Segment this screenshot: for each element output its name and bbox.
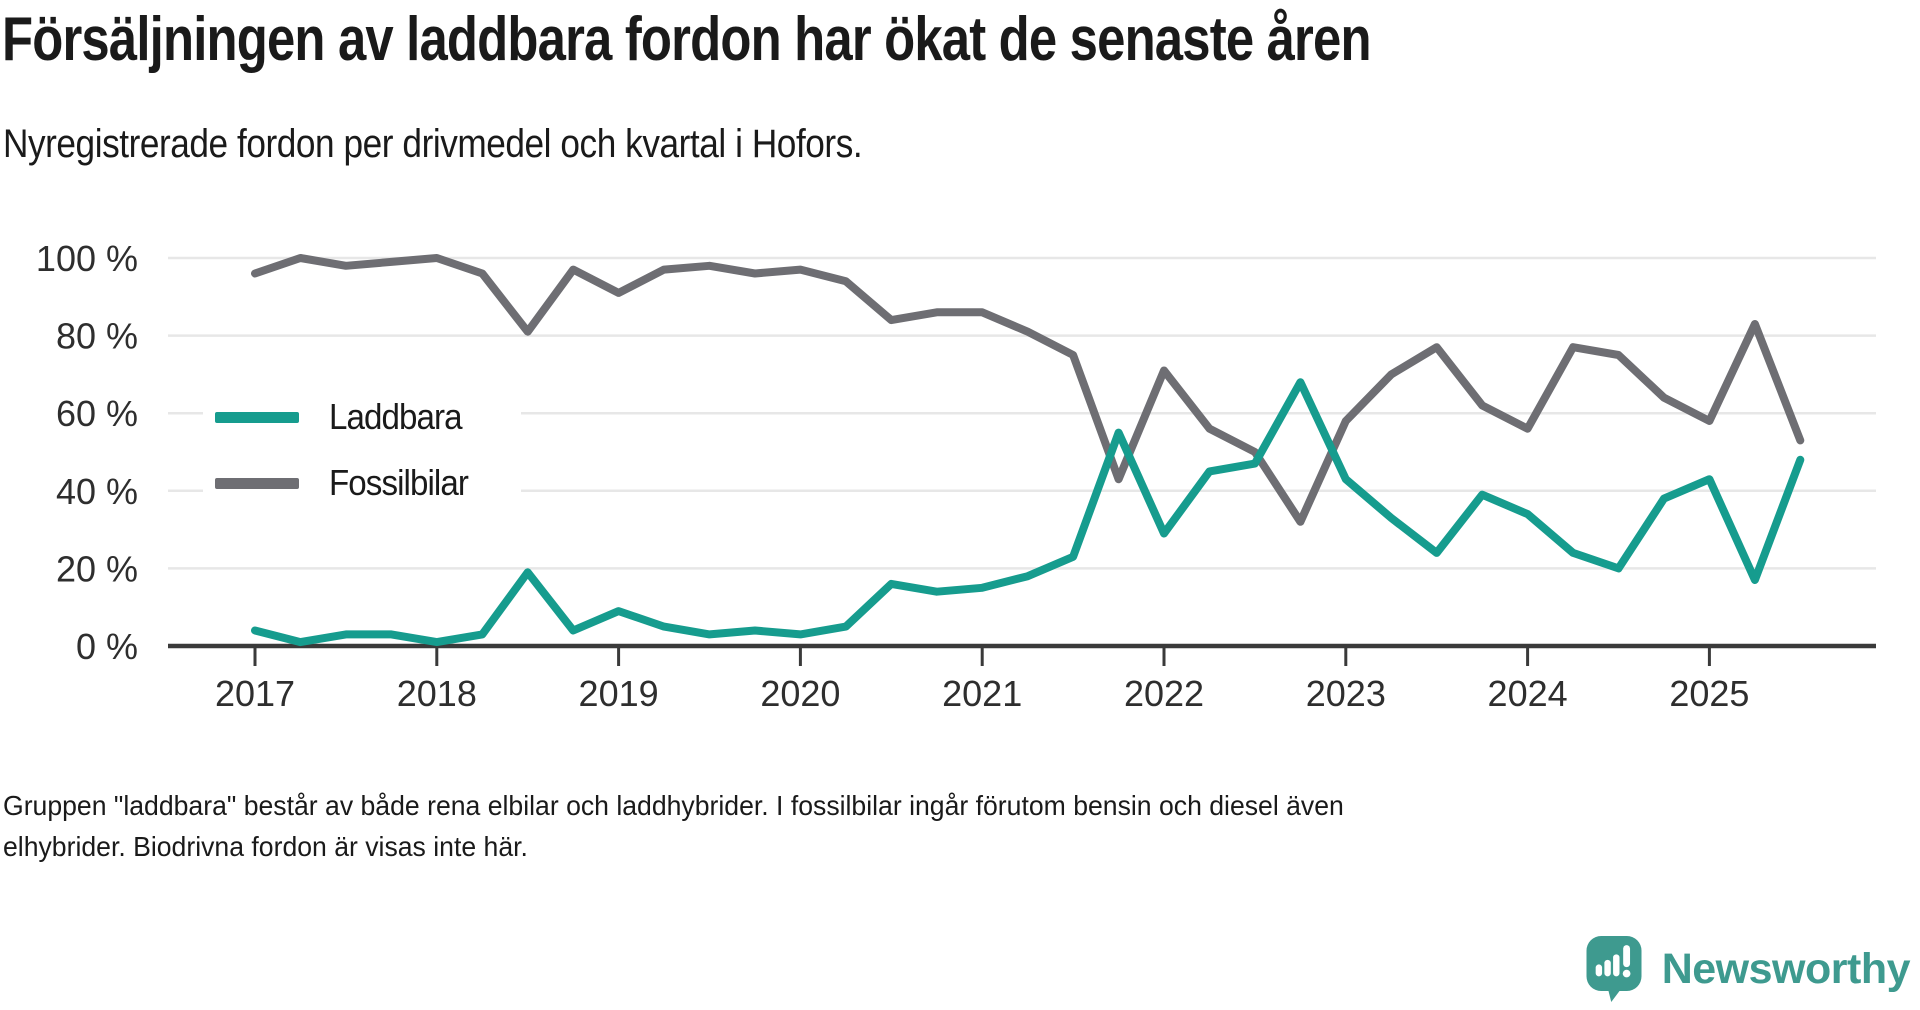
footnote-line-2: elhybrider. Biodrivna fordon är visas in… xyxy=(3,830,528,862)
x-axis-label: 2024 xyxy=(1488,673,1568,714)
chart-footnote: Gruppen "laddbara" består av både rena e… xyxy=(3,786,1344,867)
speech-bubble-bar-chart-icon xyxy=(1586,936,1642,1002)
y-axis-label: 20 % xyxy=(56,548,138,589)
series-line-laddbara xyxy=(251,378,1805,647)
page-title: Försäljningen av laddbara fordon har öka… xyxy=(2,5,1372,74)
x-axis-label: 2021 xyxy=(942,673,1022,714)
y-axis-label: 0 % xyxy=(76,626,138,667)
legend-item-laddbara: Laddbara xyxy=(203,396,521,438)
legend-swatch-laddbara-icon xyxy=(215,411,299,423)
x-axis-label: 2017 xyxy=(215,673,295,714)
footnote-line-1: Gruppen "laddbara" består av både rena e… xyxy=(3,790,1344,821)
newsworthy-logo: Newsworthy xyxy=(1586,936,1911,1002)
bar-3 xyxy=(1612,954,1620,977)
legend-item-fossilbilar: Fossilbilar xyxy=(203,462,521,504)
x-axis-label: 2023 xyxy=(1306,673,1386,714)
y-axis-label: 40 % xyxy=(56,471,138,512)
brand-name: Newsworthy xyxy=(1661,944,1911,993)
x-axis-label: 2022 xyxy=(1124,673,1204,714)
exclamation-dot xyxy=(1622,969,1631,978)
y-axis-label: 60 % xyxy=(56,393,138,434)
bar-2 xyxy=(1604,959,1611,977)
series-line-fossilbilar xyxy=(251,254,1805,526)
exclamation-bar xyxy=(1622,945,1630,968)
y-axis-label: 80 % xyxy=(56,316,138,357)
legend-label-fossilbilar: Fossilbilar xyxy=(329,462,469,503)
chart-subtitle: Nyregistrerade fordon per drivmedel och … xyxy=(3,122,863,166)
y-axis-label: 100 % xyxy=(36,238,138,279)
legend-label-laddbara: Laddbara xyxy=(329,396,463,437)
x-axis-label: 2018 xyxy=(397,673,477,714)
legend-swatch-fossilbilar-icon xyxy=(215,477,299,489)
bar-1 xyxy=(1595,964,1602,977)
x-axis-label: 2019 xyxy=(579,673,659,714)
chart-legend: Laddbara Fossilbilar xyxy=(203,392,521,508)
x-axis-label: 2020 xyxy=(760,673,840,714)
x-axis-label: 2025 xyxy=(1669,673,1749,714)
